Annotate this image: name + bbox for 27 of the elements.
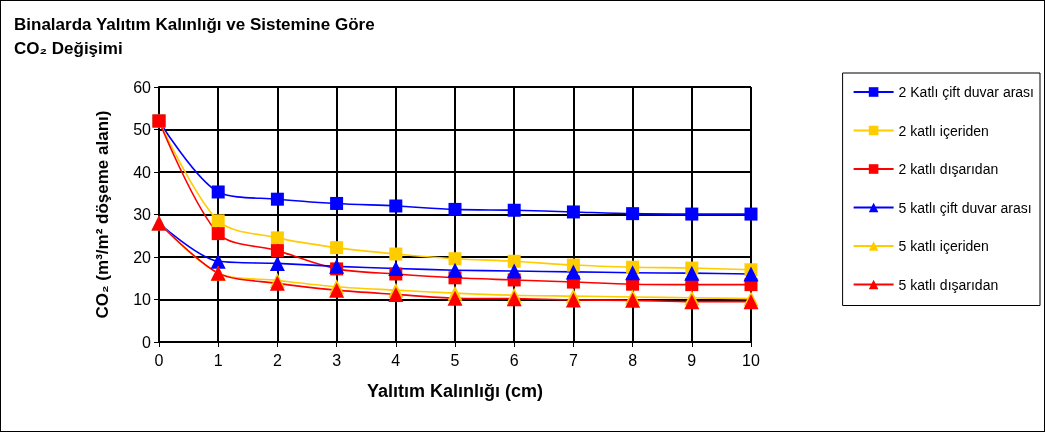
x-tick-label: 10 [742, 351, 760, 369]
y-tick-label: 60 [133, 78, 152, 96]
legend-label: 5 katlı çift duvar arası [898, 199, 1032, 216]
legend-label: 5 katlı içeriden [898, 238, 989, 254]
x-tick-label: 7 [568, 351, 578, 369]
y-tick-label: 20 [133, 248, 152, 266]
legend-label: 2 katlı dışarıdan [898, 161, 999, 177]
y-tick-label: 30 [133, 206, 152, 223]
x-tick-label: 5 [450, 351, 460, 369]
x-tick-label: 4 [391, 351, 401, 369]
y-tick-label: 40 [133, 163, 152, 181]
x-tick-label: 0 [154, 351, 164, 369]
x-tick-label: 9 [687, 351, 697, 369]
legend-label: 2 katlı içeriden [898, 122, 989, 139]
x-tick-label: 3 [332, 351, 342, 369]
y-tick-label: 0 [142, 333, 152, 351]
x-tick-label: 6 [509, 351, 519, 369]
chart-title: Binalarda Yalıtım Kalınlığı ve Sistemine Göre CO₂ Değişimi [14, 14, 375, 58]
x-tick-label: 1 [213, 351, 223, 369]
y-axis-title: CO₂ (m³/m² döşeme alanı) [93, 110, 112, 319]
legend-label: 2 Katlı çift duvar arası [898, 84, 1035, 100]
x-axis-title: Yalıtım Kalınlığı (cm) [366, 381, 544, 401]
y-tick-label: 10 [133, 291, 152, 308]
y-tick-label: 50 [133, 121, 152, 138]
x-tick-label: 2 [272, 351, 282, 369]
x-tick-label: 8 [628, 351, 638, 369]
legend-label: 5 katlı dışarıdan [898, 276, 999, 293]
